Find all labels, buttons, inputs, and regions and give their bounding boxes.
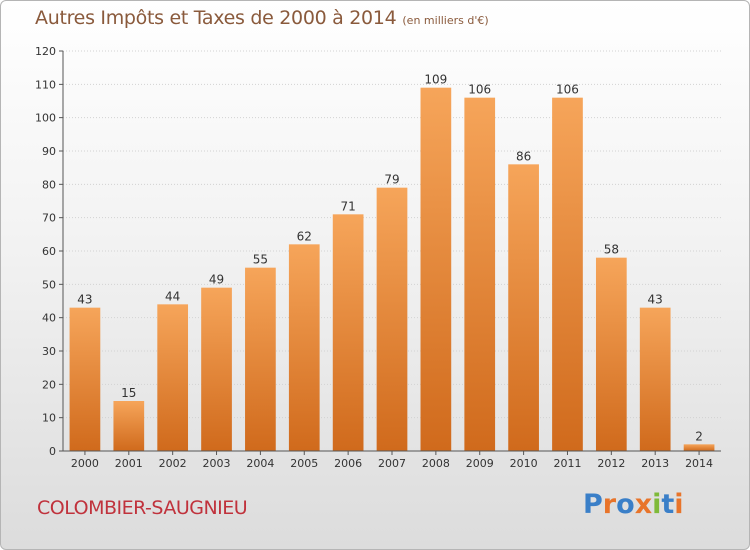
- bar-2014: [683, 444, 715, 451]
- x-tick-label: 2001: [115, 457, 143, 470]
- bar-2007: [376, 187, 408, 451]
- x-tick-label: 2011: [553, 457, 581, 470]
- data-label-2001: 15: [121, 386, 136, 400]
- x-tick-label: 2012: [597, 457, 625, 470]
- y-tick-label: 50: [42, 278, 56, 291]
- chart-subtitle: (en milliers d'€): [402, 14, 489, 27]
- data-label-2011: 106: [556, 83, 579, 97]
- bar-2010: [508, 164, 539, 452]
- x-tick-label: 2004: [246, 457, 274, 470]
- bar-2008: [420, 87, 452, 452]
- y-tick-label: 10: [42, 412, 56, 425]
- y-tick-label: 60: [42, 245, 56, 258]
- data-label-2014: 2: [695, 429, 703, 443]
- chart-title: Autres Impôts et Taxes de 2000 à 2014 (en…: [35, 7, 489, 29]
- data-label-2013: 43: [648, 293, 663, 307]
- x-tick-label: 2006: [334, 457, 362, 470]
- logo-letter: o: [616, 489, 635, 520]
- bars: [69, 87, 715, 452]
- y-tick-label: 30: [42, 345, 56, 358]
- x-tick-label: 2013: [641, 457, 669, 470]
- bar-2005: [288, 244, 320, 451]
- logo-letter: P: [583, 489, 603, 520]
- y-tick-label: 20: [42, 378, 56, 391]
- y-tick-label: 110: [35, 78, 56, 91]
- data-label-2000: 43: [77, 293, 92, 307]
- proxiti-logo: Proxiti: [583, 489, 684, 520]
- bar-2012: [595, 257, 627, 451]
- x-tick-label: 2002: [159, 457, 187, 470]
- logo-letter: r: [602, 489, 617, 520]
- bar-2011: [552, 97, 583, 452]
- bar-2003: [201, 287, 232, 451]
- data-label-2009: 106: [468, 83, 491, 97]
- data-label-2003: 49: [209, 273, 224, 287]
- bar-2000: [69, 307, 101, 451]
- x-tick-label: 2007: [378, 457, 406, 470]
- data-label-2012: 58: [604, 243, 619, 257]
- bar-2006: [332, 214, 364, 451]
- data-label-2006: 71: [340, 199, 355, 213]
- data-label-2002: 44: [165, 289, 180, 303]
- y-tick-label: 0: [49, 445, 56, 458]
- x-tick-label: 2005: [290, 457, 318, 470]
- data-label-2010: 86: [516, 149, 531, 163]
- data-label-2008: 109: [424, 73, 447, 87]
- y-tick-label: 120: [35, 45, 56, 58]
- logo-letter: x: [634, 489, 653, 520]
- x-tick-label: 2003: [203, 457, 231, 470]
- y-tick-label: 40: [42, 312, 56, 325]
- bar-2004: [245, 267, 276, 451]
- data-label-2005: 62: [297, 229, 312, 243]
- bar-2001: [113, 401, 145, 451]
- x-tick-label: 2009: [466, 457, 494, 470]
- y-tick-label: 100: [35, 112, 56, 125]
- data-labels: 43 15 44 49 55 62 71 79 109 106 86 106 58 43 2: [77, 73, 703, 444]
- x-tick-label: 2014: [685, 457, 713, 470]
- y-tick-label: 80: [42, 178, 56, 191]
- y-tick-label: 70: [42, 212, 56, 225]
- x-tick-label: 2000: [71, 457, 99, 470]
- data-label-2004: 55: [253, 253, 268, 267]
- bar-2013: [639, 307, 671, 451]
- axes: 0 10 20 30 40 50 60 70 80 90 100 110 120 2000 2001 2002…: [35, 45, 721, 470]
- x-tick-label: 2010: [510, 457, 538, 470]
- logo-letter: i: [652, 489, 662, 520]
- logo-letter: t: [661, 489, 675, 520]
- data-label-2007: 79: [384, 173, 399, 187]
- x-tick-label: 2008: [422, 457, 450, 470]
- y-tick-label: 90: [42, 145, 56, 158]
- commune-name: COLOMBIER-SAUGNIEU: [37, 497, 248, 519]
- bar-2002: [157, 304, 189, 451]
- chart-title-text: Autres Impôts et Taxes de 2000 à 2014: [35, 7, 397, 29]
- bar-2009: [464, 97, 496, 452]
- logo-letter: i: [674, 489, 684, 520]
